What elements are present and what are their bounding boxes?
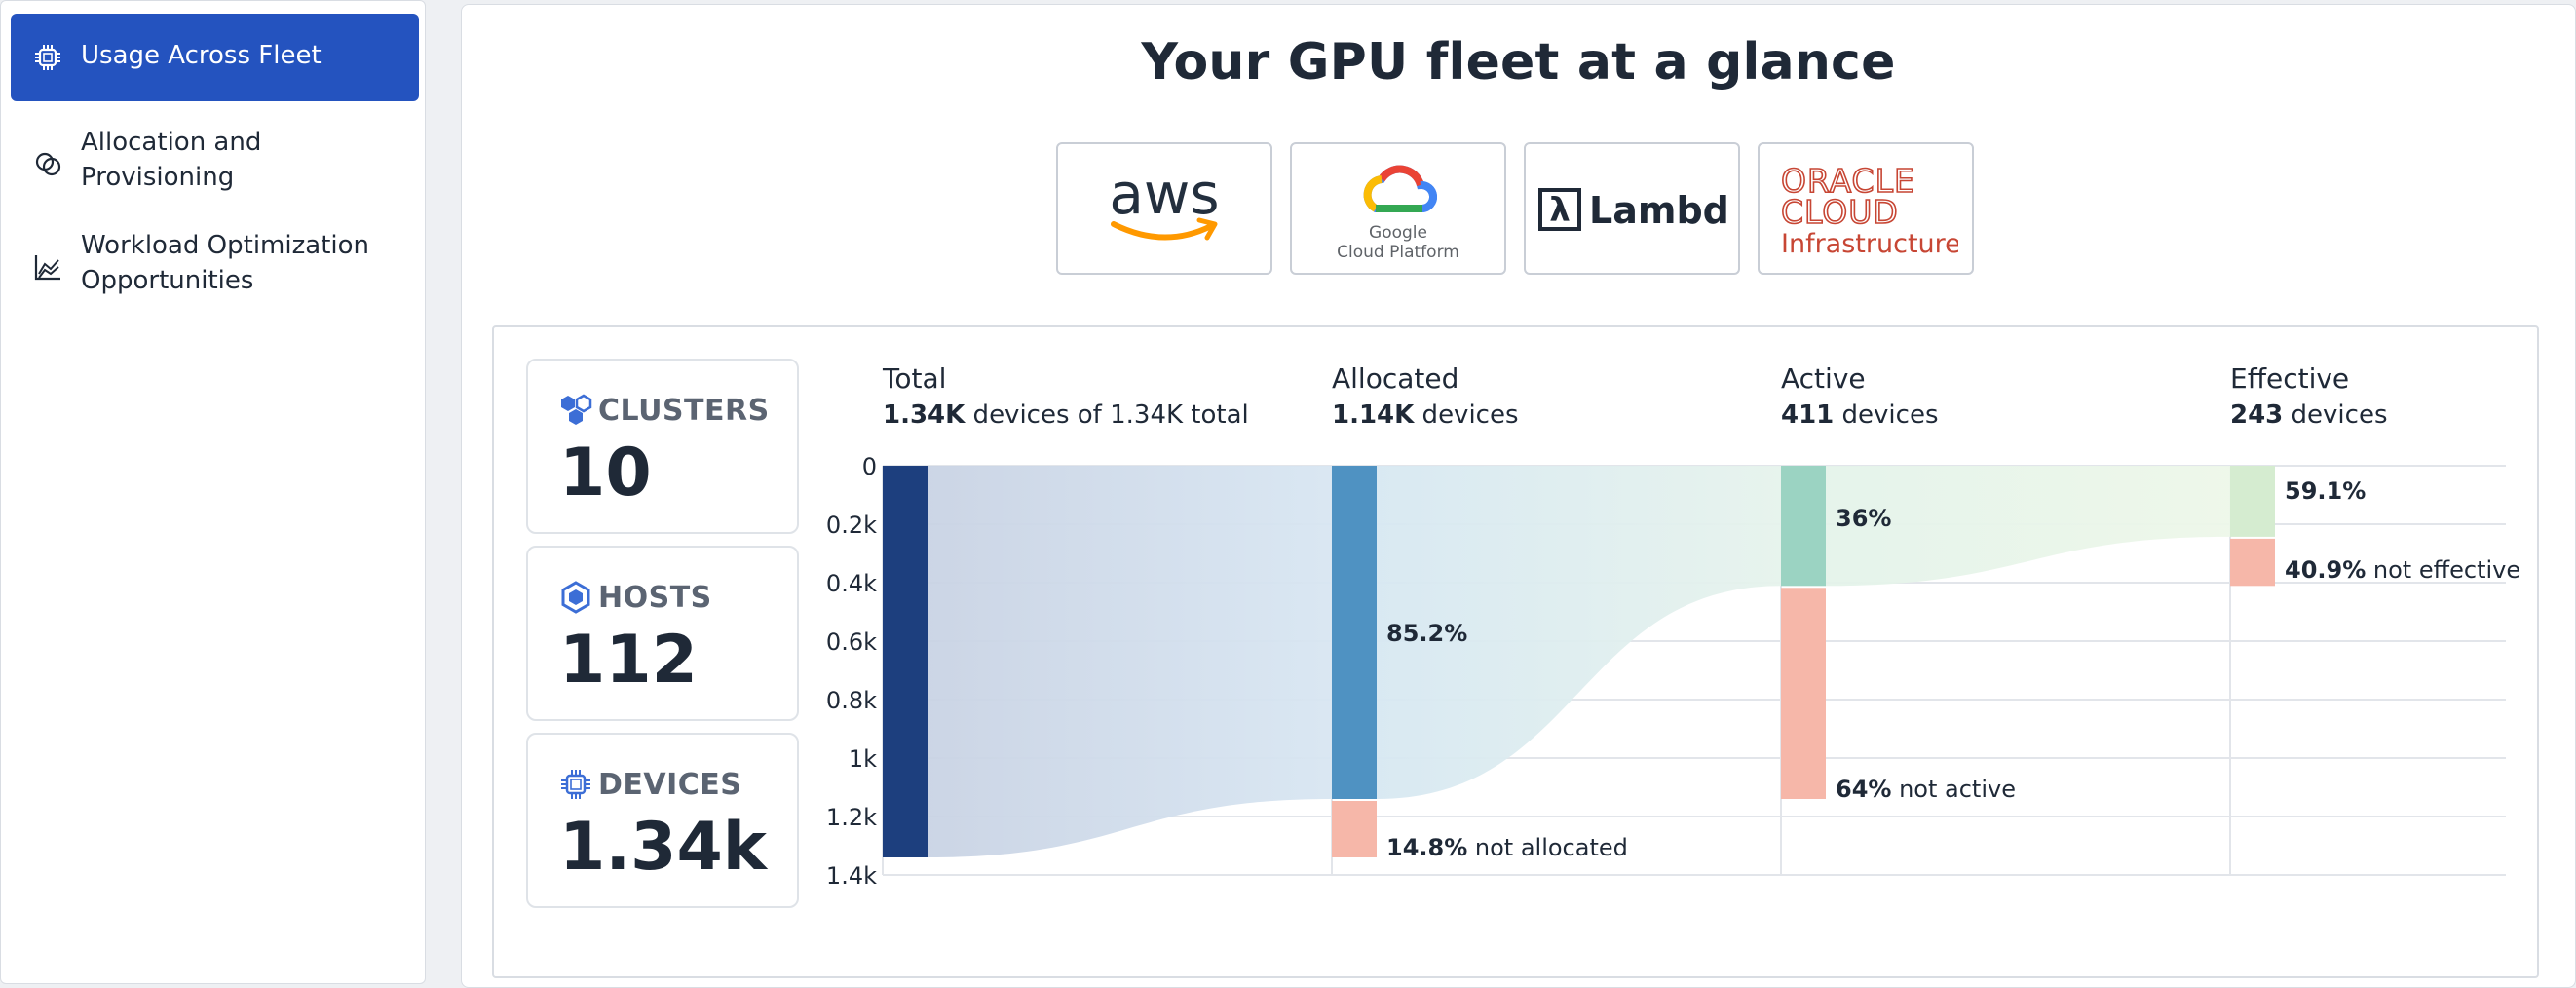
stage-title: Effective xyxy=(2230,362,2349,395)
page-title: Your GPU fleet at a glance xyxy=(1141,33,1896,92)
google-cloud-icon xyxy=(1363,165,1437,212)
stage-subtitle: 1.14K devices xyxy=(1332,400,1519,430)
stage-title: Total xyxy=(882,362,946,395)
sidebar-item-usage-across-fleet[interactable]: Usage Across Fleet xyxy=(11,14,419,101)
stat-value: 112 xyxy=(559,622,698,699)
flow-band xyxy=(928,466,1332,857)
area-chart-icon xyxy=(32,251,63,283)
clusters-icon xyxy=(561,394,592,425)
remainder-label: 40.9% not effective xyxy=(2285,556,2520,584)
svg-text:Google: Google xyxy=(1369,223,1427,243)
stat-label: CLUSTERS xyxy=(598,394,770,428)
sidebar-item-allocation-and-provisioning[interactable]: Allocation and Provisioning xyxy=(11,120,419,208)
stage-subtitle: 411 devices xyxy=(1781,400,1939,430)
y-tick-label: 0.8k xyxy=(826,687,877,714)
y-tick-label: 1.4k xyxy=(826,862,877,890)
chip-icon xyxy=(32,42,63,73)
flow-band xyxy=(1377,466,1781,799)
stat-value: 1.34k xyxy=(559,809,767,886)
remainder-label: 64% not active xyxy=(1836,776,2016,803)
stage-pct-label: 85.2% xyxy=(1386,620,1467,647)
svg-text:Cloud Platform: Cloud Platform xyxy=(1337,243,1459,262)
oracle-cloud-logo[interactable]: ORACLE CLOUD Infrastructure xyxy=(1758,142,1974,275)
svg-text:Infrastructure: Infrastructure xyxy=(1781,229,1958,259)
stat-label: HOSTS xyxy=(598,581,712,615)
stage-bar xyxy=(1332,466,1377,799)
svg-text:Lambda: Lambda xyxy=(1589,189,1729,232)
svg-text:λ: λ xyxy=(1549,191,1571,230)
remainder-bar xyxy=(1332,801,1377,857)
stat-value: 10 xyxy=(559,435,652,512)
y-tick-label: 0 xyxy=(862,453,877,480)
remainder-bar xyxy=(1781,588,1826,799)
sidebar-item-workload-optimization[interactable]: Workload Optimization Opportunities xyxy=(11,223,419,311)
stage-bar xyxy=(2230,466,2275,537)
stage-bar xyxy=(1781,466,1826,587)
flow-band xyxy=(1826,466,2230,587)
stat-card-clusters: CLUSTERS 10 xyxy=(526,359,799,534)
stat-card-devices: DEVICES 1.34k xyxy=(526,733,799,908)
y-tick-label: 0.4k xyxy=(826,570,877,597)
stage-pct-label: 59.1% xyxy=(2285,477,2366,505)
y-tick-label: 1k xyxy=(849,745,877,773)
svg-text:CLOUD: CLOUD xyxy=(1781,193,1899,231)
y-tick-label: 0.2k xyxy=(826,512,877,539)
aws-logo[interactable]: aws xyxy=(1056,142,1272,275)
stage-bar xyxy=(883,466,928,857)
gcp-logo[interactable]: Google Cloud Platform xyxy=(1290,142,1506,275)
y-tick-label: 0.6k xyxy=(826,628,877,656)
remainder-bar xyxy=(2230,538,2275,587)
sidebar: Usage Across Fleet Allocation and Provis… xyxy=(0,0,426,984)
sidebar-item-label: Usage Across Fleet xyxy=(81,41,322,70)
sidebar-item-label: Allocation and Provisioning xyxy=(81,128,262,192)
sidebar-item-label: Workload Optimization Opportunities xyxy=(81,231,369,295)
stage-title: Active xyxy=(1781,362,1866,395)
svg-text:ORACLE: ORACLE xyxy=(1781,162,1915,200)
y-tick-label: 1.2k xyxy=(826,804,877,831)
stat-card-hosts: HOSTS 112 xyxy=(526,546,799,721)
overlap-circles-icon xyxy=(32,148,63,179)
stage-title: Allocated xyxy=(1332,362,1458,395)
stage-subtitle: 1.34K devices of 1.34K total xyxy=(883,400,1249,430)
stage-subtitle: 243 devices xyxy=(2230,400,2388,430)
hexagon-icon xyxy=(561,581,590,614)
remainder-label: 14.8% not allocated xyxy=(1386,834,1628,861)
chip-icon xyxy=(561,770,590,799)
aws-logo-text: aws xyxy=(1109,161,1219,227)
stage-pct-label: 36% xyxy=(1836,505,1891,532)
stat-label: DEVICES xyxy=(598,768,742,802)
lambda-logo[interactable]: λ Lambda xyxy=(1524,142,1740,275)
